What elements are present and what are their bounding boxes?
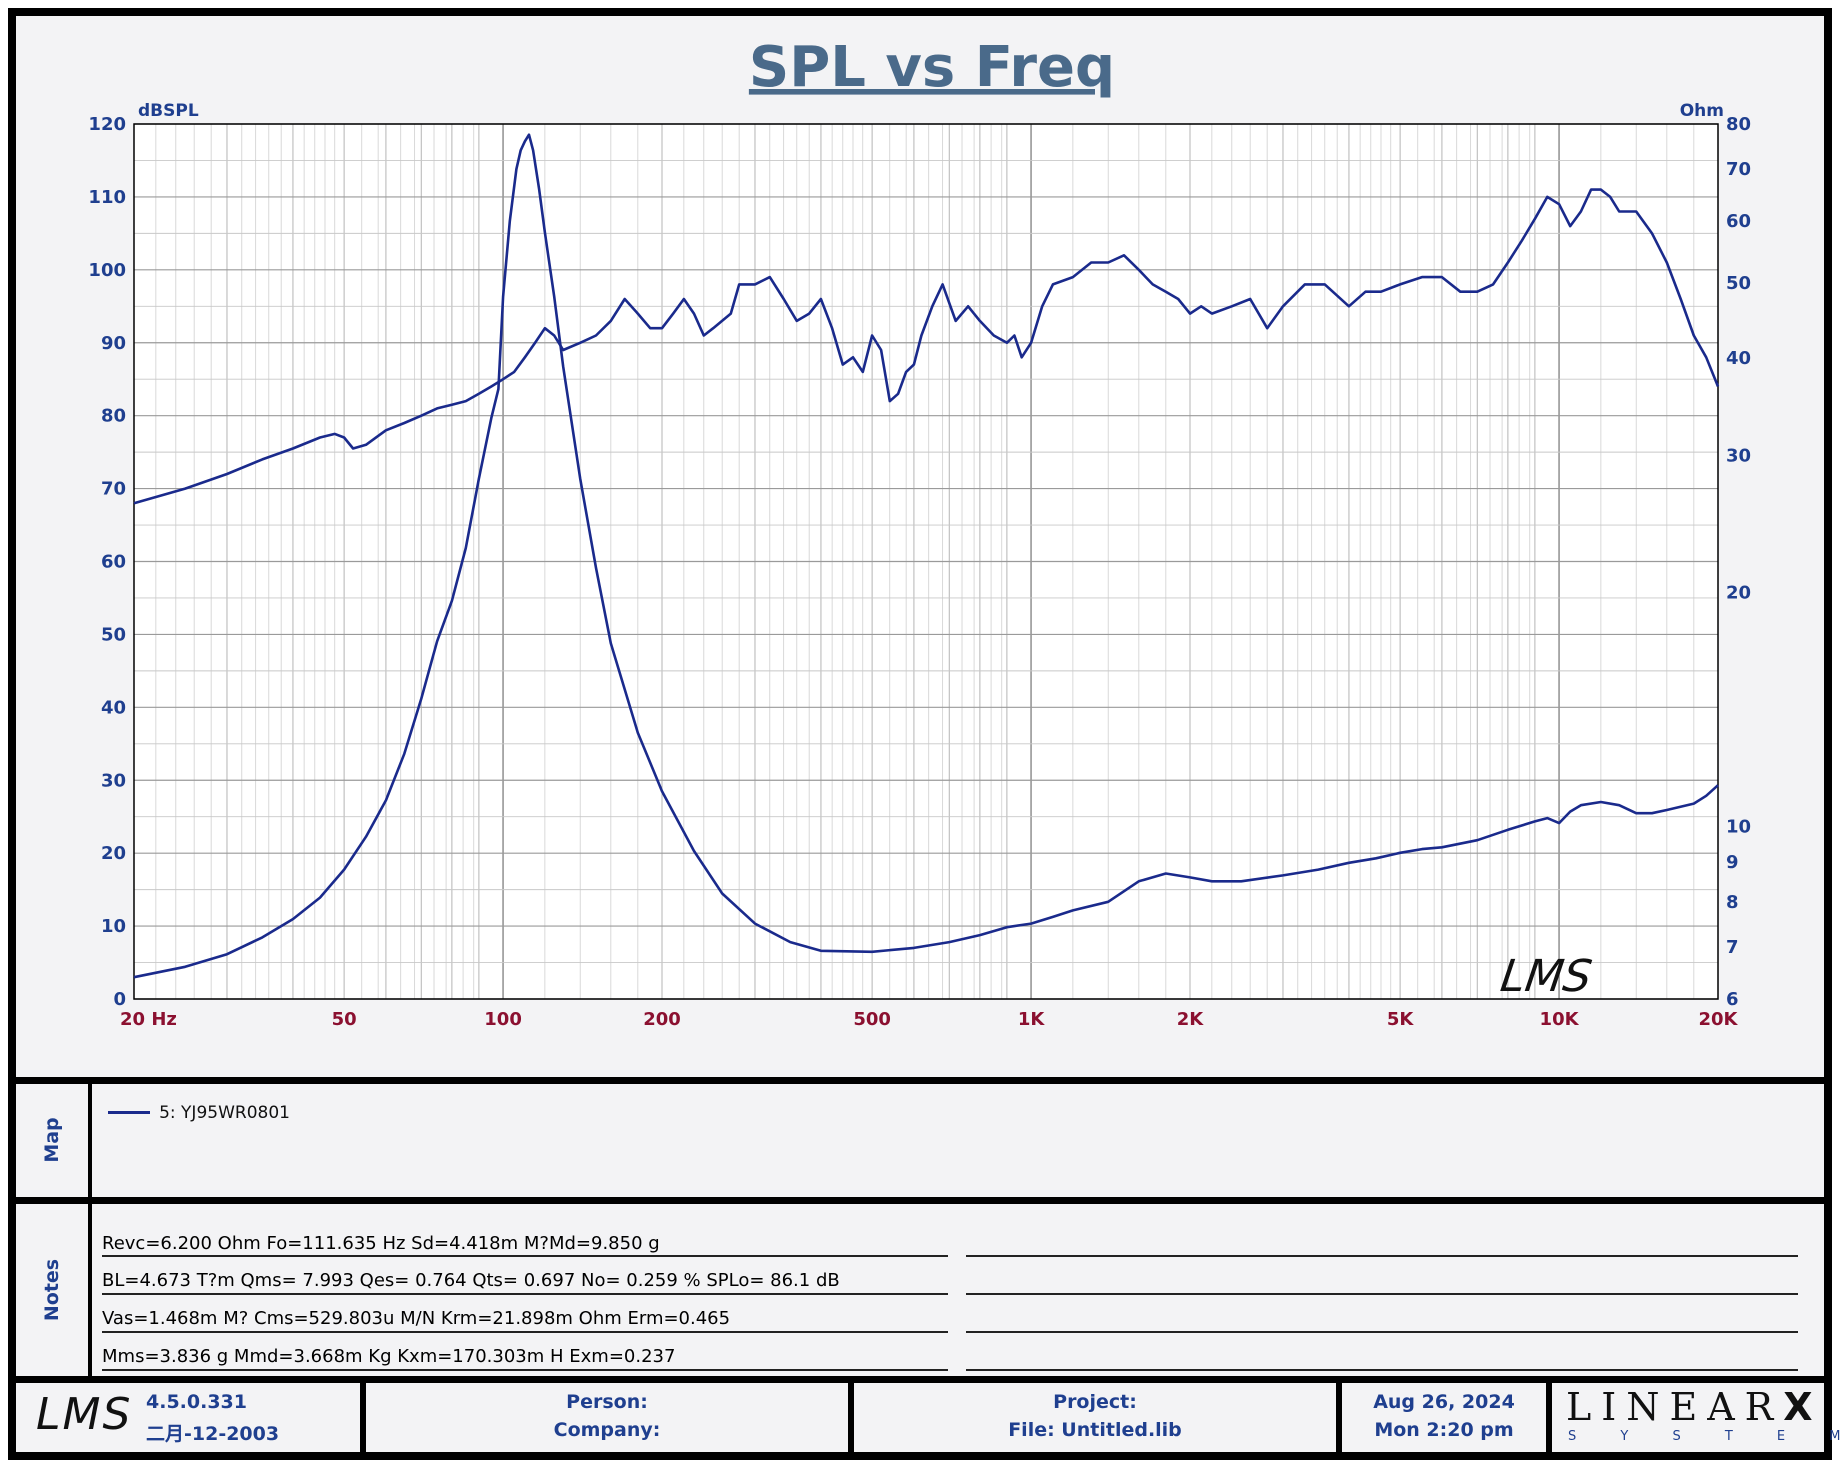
x-tick-label: 1K [1018,1009,1046,1030]
lms-watermark: LMS [1497,951,1595,1002]
divider-chart-map [16,1077,1824,1084]
footer-person-label: Person: [566,1391,648,1413]
footer-person-cell: Person: Company: [366,1383,854,1452]
left-tick-label: 20 [101,843,126,864]
left-tick-label: 40 [101,697,126,718]
divider-notes-footer [16,1376,1824,1383]
map-tab-label: Map [41,1117,63,1163]
right-tick-label: 9 [1726,852,1739,873]
left-tick-label: 60 [101,552,126,573]
divider-map-notes [16,1197,1824,1204]
note-line-4: Mms=3.836 g Mmd=3.668m Kg Kxm=170.303m H… [102,1346,676,1367]
footer-date-cell: Aug 26, 2024 Mon 2:20 pm [1342,1383,1552,1452]
footer-brand-cell: LINEARX S Y S T E M S [1552,1383,1848,1452]
footer-file-label: File: Untitled.lib [1008,1419,1182,1441]
note-underline-4b [966,1369,1798,1371]
map-section: Map 5: YJ95WR0801 [16,1084,1824,1197]
footer-brand-x: X [1783,1385,1823,1429]
footer-project-label: Project: [1053,1391,1137,1413]
note-underline-4 [102,1369,948,1371]
x-tick-label: 500 [853,1009,891,1030]
note-underline-2 [102,1293,948,1295]
x-tick-label: 2K [1177,1009,1205,1030]
x-tick-label: 100 [484,1009,522,1030]
footer-brand-text: LINEAR [1566,1385,1784,1429]
x-tick-label: 20 Hz [120,1009,177,1030]
right-tick-label: 50 [1726,273,1751,294]
note-underline-3 [102,1331,948,1333]
x-tick-label: 10K [1540,1009,1580,1030]
right-tick-label: 10 [1726,816,1751,837]
report-frame: SPL vs Freq 20 Hz 50 100 200 500 1K 2K 5K 10K 20K… [8,8,1848,1460]
footer-brand: LINEARX [1566,1385,1823,1429]
footer: LMS 4.5.0.331 二月-12-2003 Person: Company… [16,1383,1848,1452]
left-tick-label: 30 [101,770,126,791]
left-tick-label: 110 [88,187,126,208]
spl-curve [133,188,1720,505]
note-line-3: Vas=1.468m M? Cms=529.803u M/N Krm=21.89… [102,1308,731,1329]
footer-build-date: 二月-12-2003 [146,1423,280,1445]
chart-title: SPL vs Freq [749,35,1115,100]
footer-version-cell: LMS 4.5.0.331 二月-12-2003 [16,1383,366,1452]
right-axis-label: Ohm [1680,101,1724,121]
note-underline-3b [966,1331,1798,1333]
footer-project-cell: Project: File: Untitled.lib [854,1383,1342,1452]
footer-date: Aug 26, 2024 [1373,1391,1515,1413]
right-tick-label: 60 [1726,211,1751,232]
right-tick-label: 70 [1726,159,1751,180]
footer-lms-logo: LMS [36,1389,133,1440]
notes-tab-label: Notes [41,1258,63,1322]
right-tick-label: 6 [1726,989,1739,1010]
plot-area-border [133,123,1719,1000]
note-underline-2b [966,1293,1798,1295]
spl-vs-freq-chart: SPL vs Freq 20 Hz 50 100 200 500 1K 2K 5K 10K 20K… [88,35,1751,1030]
note-underline-1 [102,1255,948,1257]
x-tick-label: 5K [1387,1009,1415,1030]
chart-grid [133,123,1719,1000]
left-tick-label: 10 [101,916,126,937]
right-tick-label: 8 [1726,892,1739,913]
right-tick-label: 80 [1726,114,1751,135]
notes-section: Notes Revc=6.200 Ohm Fo=111.635 Hz Sd=4.… [16,1204,1824,1376]
right-tick-label: 7 [1726,937,1739,958]
note-line-2: BL=4.673 T?m Qms= 7.993 Qes= 0.764 Qts= … [102,1270,840,1291]
left-tick-label: 50 [101,624,126,645]
chart-series [133,133,1720,979]
legend-label: 5: YJ95WR0801 [159,1102,290,1123]
note-underline-1b [966,1255,1798,1257]
legend-line-swatch [108,1111,150,1114]
left-axis-label: dBSPL [138,101,199,121]
chart-ticks: 20 Hz 50 100 200 500 1K 2K 5K 10K 20K 0 10 20 30 40 50 6… [88,114,1751,1030]
left-tick-label: 100 [88,260,126,281]
legend-entry[interactable]: 5: YJ95WR0801 [108,1102,290,1124]
map-tab[interactable]: Map [16,1084,92,1197]
footer-company-label: Company: [553,1419,661,1441]
footer-version: 4.5.0.331 [146,1391,247,1413]
right-tick-label: 20 [1726,582,1751,603]
left-tick-label: 70 [101,479,126,500]
footer-brand-sub: S Y S T E M S [1568,1429,1848,1444]
x-tick-label: 50 [332,1009,357,1030]
note-line-1: Revc=6.200 Ohm Fo=111.635 Hz Sd=4.418m M… [102,1233,660,1254]
left-tick-label: 90 [101,333,126,354]
left-tick-label: 80 [101,406,126,427]
right-tick-label: 40 [1726,348,1751,369]
right-tick-label: 30 [1726,445,1751,466]
left-tick-label: 120 [88,114,126,135]
footer-time: Mon 2:20 pm [1374,1419,1514,1441]
left-tick-label: 0 [113,989,126,1010]
impedance-curve [133,133,1719,979]
x-tick-label: 200 [643,1009,681,1030]
notes-tab[interactable]: Notes [16,1204,92,1376]
x-tick-label: 20K [1699,1009,1739,1030]
